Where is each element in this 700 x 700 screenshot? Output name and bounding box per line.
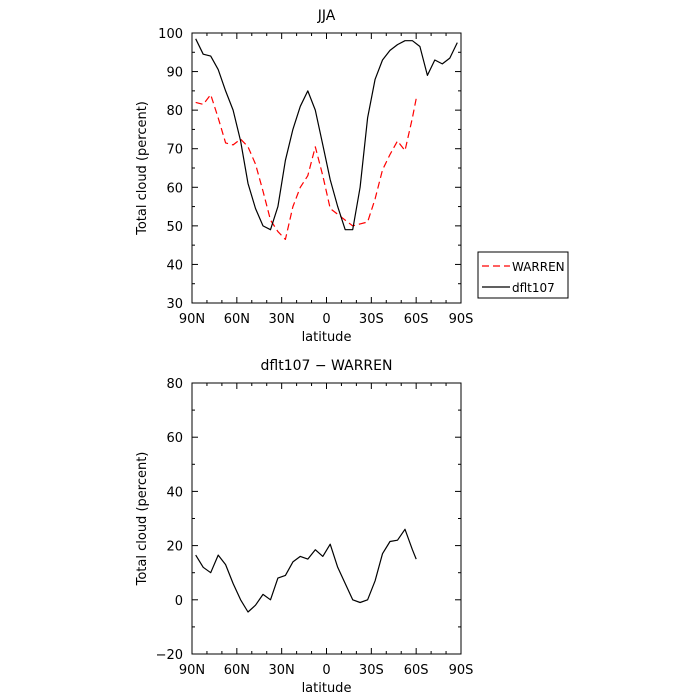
chart1-y-tick-label: 100 (158, 27, 183, 42)
chart2-x-tick-label: 60N (224, 663, 250, 678)
chart1-y-tick-label: 90 (166, 66, 183, 81)
chart1-y-tick-label: 80 (166, 104, 183, 119)
chart1-x-tick-label: 90S (449, 312, 474, 327)
chart2-y-axis-label: Total cloud (percent) (135, 452, 150, 587)
chart1-x-tick-label: 30S (359, 312, 384, 327)
chart2-x-tick-label: 30S (359, 663, 384, 678)
chart1-title: JJA (317, 8, 336, 24)
legend-label-warren: WARREN (512, 260, 565, 274)
chart2-x-tick-label: 60S (404, 663, 429, 678)
chart1-series-dflt107-line (195, 38, 458, 231)
chart1-y-tick-label: 30 (166, 297, 183, 312)
chart2-plot-frame (191, 382, 462, 655)
chart1-x-tick-label: 60N (224, 312, 250, 327)
chart2-y-tick-label: 40 (166, 485, 183, 500)
chart1-y-axis-label: Total cloud (percent) (135, 101, 150, 236)
chart2-title: dflt107 − WARREN (261, 358, 393, 374)
chart2-y-tick-label: −20 (156, 648, 183, 663)
chart2-x-axis-label: latitude (302, 681, 352, 696)
chart1-x-tick-label: 90N (179, 312, 205, 327)
chart1-x-tick-label: 30N (269, 312, 295, 327)
chart2-y-tick-label: 80 (166, 377, 183, 392)
chart1-y-tick-label: 40 (166, 258, 183, 273)
legend-box (477, 251, 569, 299)
chart2-y-tick-label: 0 (175, 594, 183, 609)
legend-label-dflt107: dflt107 (512, 281, 555, 295)
chart2-y-tick-label: 20 (166, 540, 183, 555)
chart2-x-tick-label: 90N (179, 663, 205, 678)
chart1-x-axis-label: latitude (302, 330, 352, 345)
chart1-y-tick-label: 60 (166, 181, 183, 196)
chart2-x-tick-label: 0 (322, 663, 330, 678)
chart2-series-difference-line (195, 528, 417, 613)
chart1-y-tick-label: 50 (166, 220, 183, 235)
chart2-y-tick-label: 60 (166, 431, 183, 446)
chart2-x-tick-label: 30N (269, 663, 295, 678)
chart1-x-tick-label: 60S (404, 312, 429, 327)
chart1-x-tick-label: 0 (322, 312, 330, 327)
chart1-series-warren-line (195, 94, 417, 240)
chart1-y-tick-label: 70 (166, 143, 183, 158)
chart1-plot-frame (191, 32, 462, 304)
chart2-x-tick-label: 90S (449, 663, 474, 678)
